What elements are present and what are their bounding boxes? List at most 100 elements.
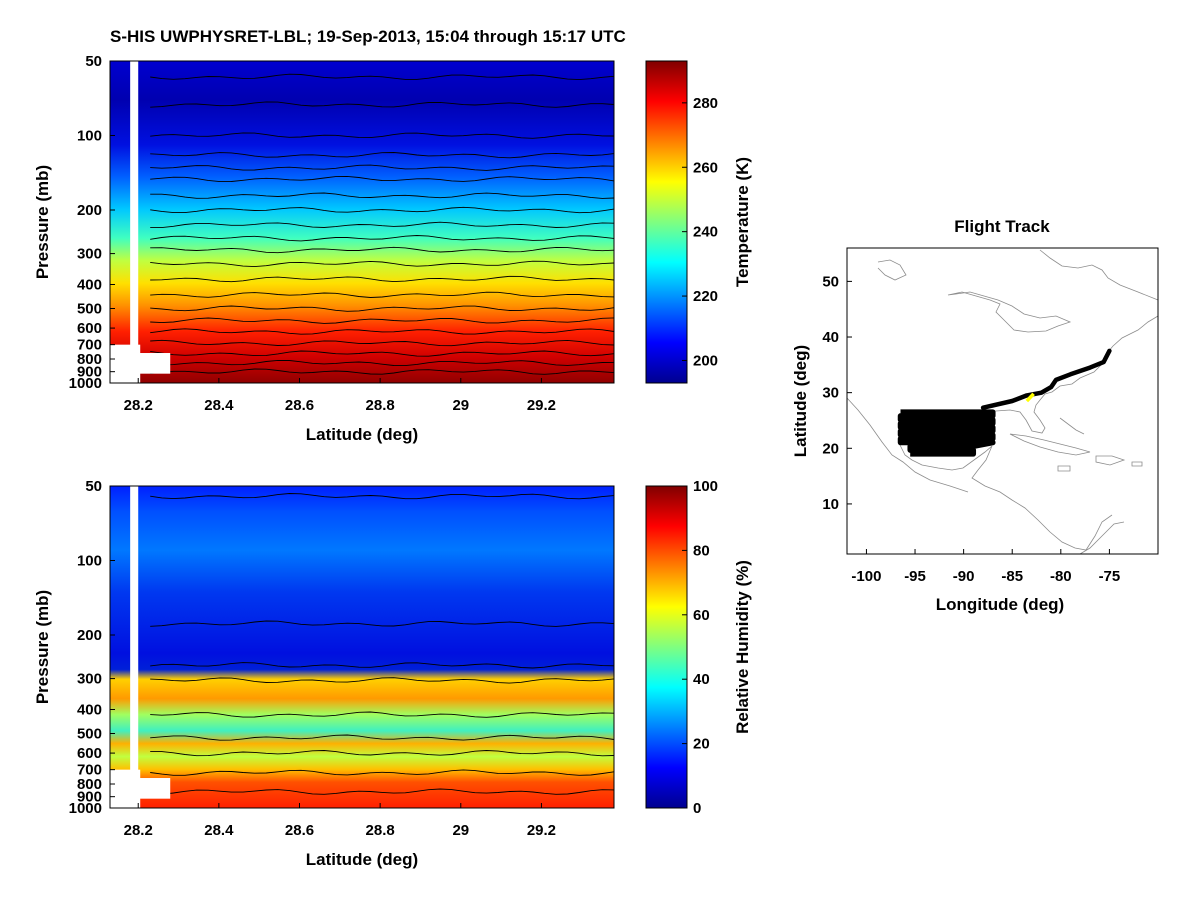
temperature-x-tick-label: 29.2: [527, 397, 556, 414]
humidity-y-tick-label: 800: [77, 776, 102, 793]
humidity-y-tick-label: 700: [77, 762, 102, 779]
flight-track-y-tick-label: 20: [822, 440, 839, 457]
flight-track-y-tick-label: 10: [822, 496, 839, 513]
humidity-colorbar-tick-label: 80: [693, 542, 710, 559]
humidity-contours: [150, 493, 615, 795]
temperature-x-tick-label: 29: [452, 397, 469, 414]
humidity-x-tick-label: 28.8: [366, 822, 395, 839]
humidity-colorbar-label: Relative Humidity (%): [733, 560, 752, 734]
humidity-axes-frame: [109, 485, 615, 809]
temperature-x-tick-label: 28.2: [124, 397, 153, 414]
flight-track-x-tick-label: -95: [904, 568, 926, 585]
flight-track-x-tick-label: -80: [1050, 568, 1072, 585]
flight-track-x-tick-label: -90: [953, 568, 975, 585]
humidity-x-ticks: 28.2 28.4 28.6 28.8 29 29.2: [124, 803, 556, 839]
temperature-y-tick-label: 1000: [69, 375, 102, 392]
flight-track-survey-path: [897, 409, 996, 457]
temperature-panel: 28.2 28.4 28.6 28.8 29 29.2 50 100 200 300 400 500…: [33, 53, 752, 444]
temperature-contour-line: [150, 339, 615, 347]
flight-track-panel: Flight Track -100 -95 -90 -85 -80 -75 10 20 30 4…: [791, 217, 1159, 614]
temperature-contour-line: [150, 317, 615, 324]
jamaica-outline: [1057, 465, 1071, 472]
humidity-x-tick-label: 28.6: [285, 822, 314, 839]
humidity-contour-line: [150, 662, 615, 669]
humidity-field: [110, 486, 614, 808]
temperature-y-tick-label: 100: [77, 128, 102, 145]
bahamas-outline: [1059, 417, 1085, 435]
temperature-contour-line: [150, 164, 615, 171]
temperature-y-tick-label: 600: [77, 320, 102, 337]
flight-track-y-ticks: 10 20 30 40 50: [822, 273, 852, 513]
temperature-gap-column: [130, 61, 139, 383]
humidity-y-tick-label: 900: [77, 789, 102, 806]
temperature-y-tick-label: 50: [85, 53, 102, 70]
temperature-contour-line: [150, 221, 615, 229]
humidity-y-tick-label: 100: [77, 553, 102, 570]
temperature-contour-line: [150, 132, 615, 139]
flight-track-frame: [846, 247, 1159, 555]
temperature-ylabel: Pressure (mb): [33, 165, 52, 279]
flight-track-xlabel: Longitude (deg): [936, 595, 1064, 614]
humidity-panel: 28.2 28.4 28.6 28.8 29 29.2 50100200300400500…: [33, 478, 752, 869]
temperature-gap-notch: [114, 353, 171, 374]
flight-track-y-tick-label: 50: [822, 273, 839, 290]
flight-track-line: [980, 348, 1112, 410]
humidity-y-tick-label: 50: [85, 478, 102, 495]
temperature-contour-line: [150, 359, 615, 367]
south-america-coastline: [1079, 521, 1125, 555]
cuba-outline: [1009, 433, 1091, 456]
temperature-data-gap: [110, 61, 171, 383]
flight-track-title: Flight Track: [954, 217, 1050, 236]
humidity-colorbar-ticks: 0 20 40 60 80 100: [682, 478, 718, 817]
humidity-contour-line: [150, 493, 615, 500]
figure-title: S-HIS UWPHYSRET-LBL; 19-Sep-2013, 15:04 …: [110, 27, 626, 46]
temperature-x-tick-label: 28.6: [285, 397, 314, 414]
hispaniola-outline: [1095, 455, 1126, 466]
humidity-colorbar-tick-label: 0: [693, 800, 701, 817]
temperature-axes-frame: [109, 60, 615, 384]
humidity-x-tick-label: 28.4: [204, 822, 234, 839]
temperature-contour-line: [150, 275, 615, 283]
temperature-contour-line: [150, 328, 615, 335]
temperature-contour-line: [150, 305, 615, 312]
temperature-x-ticks: 28.2 28.4 28.6 28.8 29 29.2: [124, 378, 556, 414]
humidity-colorbar-tick-label: 60: [693, 607, 710, 624]
humidity-contour-line: [150, 620, 615, 627]
hudson-bay-coastline: [877, 259, 907, 281]
temperature-colorbar-tick-label: 220: [693, 288, 718, 305]
humidity-x-tick-label: 29: [452, 822, 469, 839]
temperature-y-tick-label: 300: [77, 246, 102, 263]
temperature-x-tick-label: 28.4: [204, 397, 234, 414]
temperature-contour-line: [150, 101, 615, 108]
flight-track-highlight-segment: [1025, 392, 1035, 403]
temperature-contour-line: [150, 368, 615, 375]
temperature-contours: [150, 73, 615, 375]
temperature-field: [110, 61, 614, 383]
flight-track-survey: [897, 409, 996, 457]
temperature-colorbar-ticks: 200 220 240 260 280: [682, 95, 718, 369]
temperature-colorbar-tick-label: 200: [693, 352, 718, 369]
flight-track-x-tick-label: -75: [1099, 568, 1121, 585]
humidity-gap-notch: [114, 778, 171, 799]
temperature-colorbar-label: Temperature (K): [733, 157, 752, 287]
temperature-contour-line: [150, 152, 615, 159]
temperature-contour-line: [150, 235, 615, 242]
humidity-colorbar-tick-label: 40: [693, 671, 710, 688]
flight-track-y-tick-label: 30: [822, 385, 839, 402]
west-coastline: [846, 397, 969, 493]
temperature-y-tick-label: 200: [77, 202, 102, 219]
temperature-contour-line: [150, 73, 615, 81]
humidity-contour-line: [150, 677, 615, 684]
temperature-xlabel: Latitude (deg): [306, 425, 418, 444]
humidity-contour-line: [150, 711, 615, 718]
humidity-y-tick-label: 600: [77, 745, 102, 762]
temperature-y-tick-label: 400: [77, 277, 102, 294]
temperature-contour-line: [150, 206, 615, 214]
humidity-contour-line: [150, 769, 615, 776]
flight-track-x-tick-label: -85: [1001, 568, 1023, 585]
humidity-xlabel: Latitude (deg): [306, 850, 418, 869]
humidity-x-tick-label: 28.2: [124, 822, 153, 839]
humidity-x-tick-label: 29.2: [527, 822, 556, 839]
